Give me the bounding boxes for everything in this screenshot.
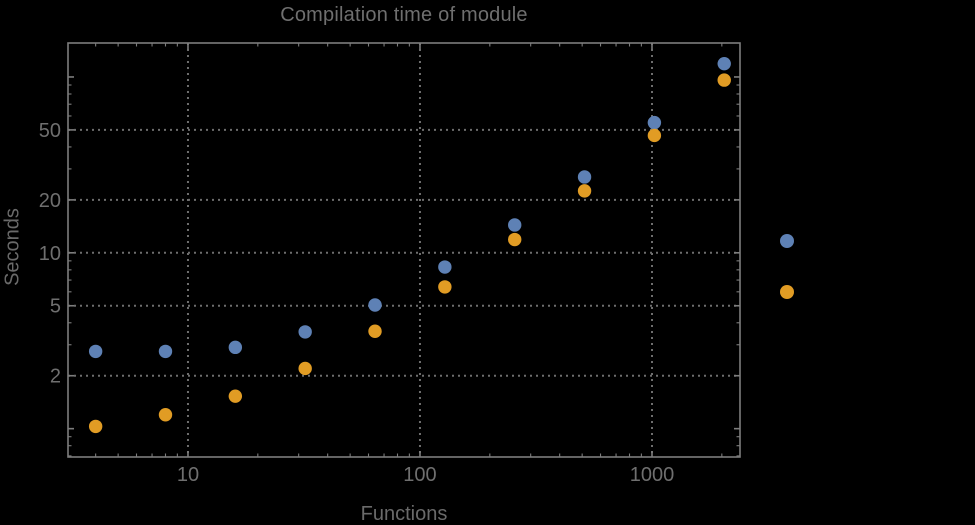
legend-marker-blue [780, 234, 794, 248]
x-tick-label: 10 [177, 464, 199, 486]
data-point-orange [647, 128, 662, 143]
y-tick-label: 5 [50, 296, 61, 318]
data-point-orange [508, 232, 522, 247]
data-point-blue [438, 260, 452, 274]
x-tick-label: 100 [403, 464, 436, 486]
data-point-blue [508, 218, 522, 232]
x-axis-label: Functions [360, 503, 448, 525]
data-point-blue [647, 115, 662, 130]
y-tick-label: 50 [39, 120, 61, 142]
data-point-blue [577, 170, 592, 184]
data-point-orange [228, 389, 243, 403]
y-tick-label: 2 [50, 366, 61, 388]
data-point-blue [368, 298, 382, 312]
data-point-blue [717, 56, 731, 71]
data-point-blue [158, 344, 173, 359]
y-tick-label: 10 [39, 243, 61, 265]
x-tick-label: 1000 [630, 464, 675, 486]
data-point-orange [368, 324, 382, 338]
data-point-orange [577, 184, 592, 198]
plot-frame [67, 42, 741, 458]
data-point-orange [438, 280, 452, 294]
chart-title: Compilation time of module [280, 4, 528, 26]
data-point-orange [158, 408, 173, 422]
data-point-blue [88, 344, 103, 359]
data-point-orange [88, 419, 103, 434]
y-tick-label: 20 [39, 190, 61, 212]
data-point-blue [298, 325, 312, 339]
data-point-blue [228, 340, 243, 355]
data-point-orange [717, 73, 731, 87]
legend-marker-orange [780, 285, 794, 299]
data-point-orange [298, 361, 312, 376]
